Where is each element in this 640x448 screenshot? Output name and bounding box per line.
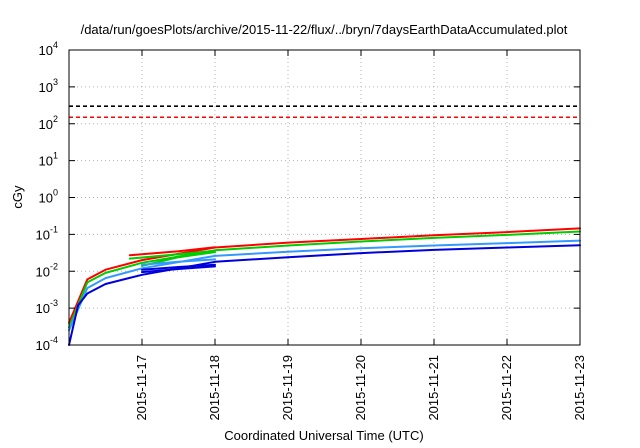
- y-axis: 10-4 10-3 10-2 10-1 100 101 102 103 104: [36, 40, 580, 353]
- x-axis-label: Coordinated Universal Time (UTC): [224, 428, 423, 443]
- y-tick-label: 103: [39, 77, 58, 95]
- series-line: [128, 246, 216, 257]
- y-tick-label: 10-3: [36, 298, 58, 316]
- series-line: [68, 227, 581, 324]
- y-axis-label: cGy: [10, 185, 25, 209]
- y-tick-label: 10-2: [36, 261, 58, 279]
- threshold-lines: [69, 105, 580, 119]
- x-tick-label: 2015-11-18: [207, 355, 222, 421]
- series-line: [68, 239, 581, 332]
- y-tick-label: 100: [39, 188, 58, 206]
- series-line: [68, 244, 581, 346]
- series-lines: [68, 227, 581, 346]
- y-tick-label: 102: [39, 114, 58, 132]
- x-tick-label: 2015-11-23: [572, 355, 587, 421]
- y-tick-label: 101: [39, 151, 58, 169]
- grid: [69, 50, 580, 345]
- series-line: [128, 249, 216, 260]
- y-tick-label: 10-1: [36, 224, 58, 242]
- y-tick-label: 10-4: [36, 335, 58, 353]
- x-tick-label: 2015-11-22: [499, 355, 514, 421]
- chart-title: /data/run/goesPlots/archive/2015-11-22/f…: [81, 22, 568, 37]
- series-line: [141, 258, 216, 266]
- x-tick-label: 2015-11-21: [426, 355, 441, 421]
- series-line: [141, 263, 216, 271]
- x-tick-label: 2015-11-20: [353, 355, 368, 421]
- x-axis: 2015-11-17 2015-11-18 2015-11-19 2015-11-20…: [134, 50, 587, 421]
- x-tick-label: 2015-11-17: [134, 355, 149, 421]
- series-line: [68, 230, 581, 329]
- y-tick-label: 104: [39, 40, 58, 58]
- x-tick-label: 2015-11-19: [280, 355, 295, 421]
- series-line: [141, 265, 216, 274]
